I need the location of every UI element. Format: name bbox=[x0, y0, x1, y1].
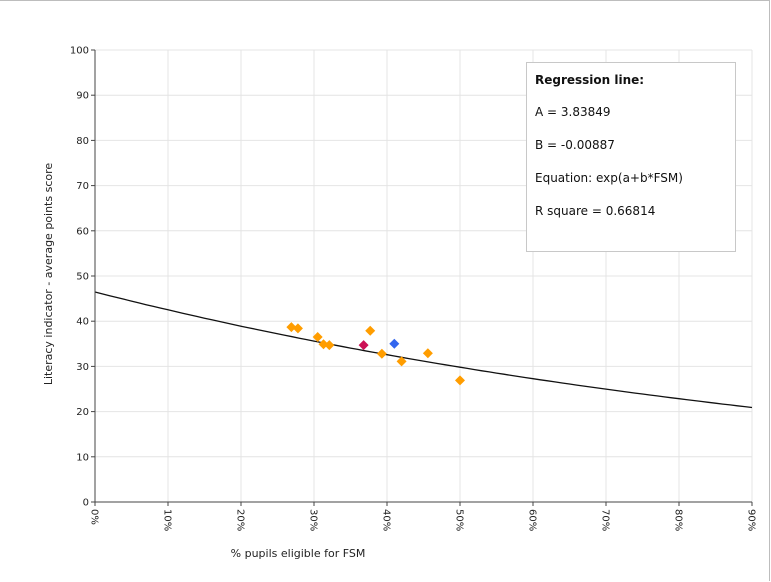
x-tick-label: 40% bbox=[381, 509, 392, 531]
x-tick-label: 70% bbox=[600, 509, 611, 531]
y-tick-label: 60 bbox=[76, 226, 89, 237]
x-tick-label: 0% bbox=[89, 509, 100, 525]
regression-equation: Equation: exp(a+b*FSM) bbox=[535, 171, 683, 185]
regression-heading: Regression line: bbox=[535, 73, 645, 87]
y-tick-label: 70 bbox=[76, 181, 89, 192]
grid-lines bbox=[95, 49, 753, 502]
regression-coef-a: A = 3.83849 bbox=[535, 105, 611, 119]
y-axis-title: Literacy indicator - average points scor… bbox=[42, 163, 55, 386]
data-point bbox=[455, 375, 465, 386]
x-tick-label: 10% bbox=[162, 509, 173, 531]
data-point bbox=[422, 348, 433, 359]
x-tick-label: 80% bbox=[673, 509, 684, 531]
data-point bbox=[324, 340, 335, 351]
x-tick-label: 50% bbox=[454, 509, 465, 531]
data-points bbox=[286, 322, 465, 386]
x-axis-title: % pupils eligible for FSM bbox=[231, 547, 366, 560]
y-tick-label: 40 bbox=[76, 317, 89, 328]
data-point bbox=[286, 322, 297, 333]
x-tick-label: 30% bbox=[308, 509, 319, 531]
data-point bbox=[396, 356, 407, 367]
tick-labels: 0 10 20 30 40 50 60 70 80 90 100 0% 10% 20% 30% 40% 50% 6… bbox=[70, 46, 757, 532]
regression-info-box: Regression line: A = 3.83849 B = -0.0088… bbox=[526, 62, 736, 252]
y-tick-label: 20 bbox=[76, 407, 89, 418]
data-point bbox=[389, 338, 400, 349]
y-tick-label: 30 bbox=[76, 362, 89, 373]
regression-line bbox=[94, 291, 753, 409]
data-point bbox=[312, 332, 323, 343]
y-tick-label: 100 bbox=[70, 46, 89, 57]
regression-line-layer bbox=[94, 291, 753, 409]
regression-coef-b: B = -0.00887 bbox=[535, 138, 615, 152]
x-tick-label: 20% bbox=[235, 509, 246, 531]
y-tick-label: 90 bbox=[76, 91, 89, 102]
regression-r-square: R square = 0.66814 bbox=[535, 204, 656, 218]
y-tick-label: 10 bbox=[76, 452, 89, 463]
data-point bbox=[365, 325, 376, 336]
axes bbox=[91, 49, 753, 506]
data-point bbox=[292, 323, 303, 334]
data-point bbox=[358, 340, 369, 351]
y-tick-label: 50 bbox=[76, 272, 89, 283]
x-tick-label: 60% bbox=[527, 509, 538, 531]
x-tick-label: 90% bbox=[746, 509, 757, 531]
y-tick-label: 0 bbox=[83, 498, 89, 509]
data-point bbox=[376, 348, 387, 359]
y-tick-label: 80 bbox=[76, 136, 89, 147]
